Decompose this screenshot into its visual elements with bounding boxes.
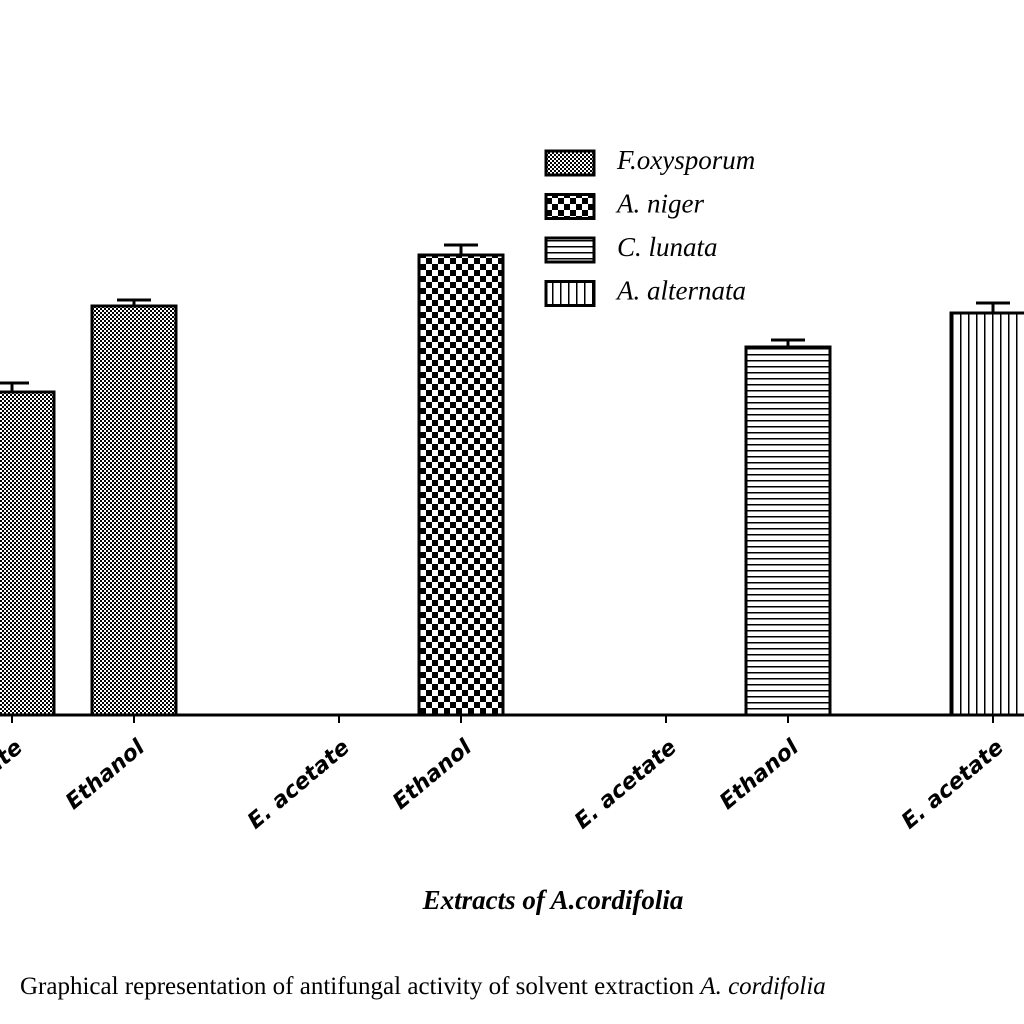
x-tick-label: Ethanol: [61, 735, 150, 815]
legend-label: F.oxysporum: [616, 145, 755, 175]
bar: [90, 304, 178, 717]
x-tick-label: E. acetate: [897, 735, 1009, 834]
x-tick-label: E. acetate: [0, 735, 28, 834]
bar: [744, 345, 832, 717]
x-tick-label: E. acetate: [570, 735, 682, 834]
x-tick-label: E. acetate: [243, 735, 355, 834]
caption-text: Graphical representation of antifungal a…: [20, 973, 695, 1000]
x-axis-title: Extracts of A.cordifolia: [422, 885, 684, 915]
bar: [417, 253, 505, 717]
caption-italic: A. cordifolia: [698, 973, 825, 1000]
legend-swatch: [544, 193, 596, 220]
x-tick-label: Ethanol: [388, 735, 477, 815]
x-tick-label: Ethanol: [715, 735, 804, 815]
legend-label: C. lunata: [617, 232, 718, 262]
bar: [0, 390, 56, 717]
bar: [949, 311, 1024, 717]
caption: Graphical representation of antifungal a…: [20, 973, 826, 1000]
legend-label: A. niger: [615, 189, 704, 219]
legend-swatch: [544, 280, 596, 307]
legend-swatch: [544, 149, 596, 177]
legend-label: A. alternata: [615, 276, 746, 306]
legend-swatch: [544, 236, 596, 264]
